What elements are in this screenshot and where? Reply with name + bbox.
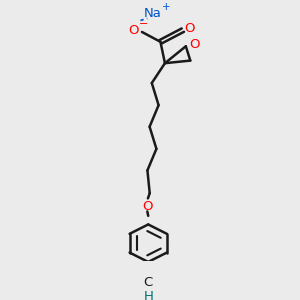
- Text: H: H: [143, 290, 153, 300]
- Text: Na: Na: [143, 7, 161, 20]
- Text: C: C: [144, 276, 153, 289]
- Text: O: O: [190, 38, 200, 51]
- Text: O: O: [142, 200, 153, 213]
- Text: O: O: [184, 22, 195, 34]
- Text: +: +: [161, 2, 170, 13]
- Text: −: −: [139, 19, 148, 28]
- Text: O: O: [128, 24, 139, 37]
